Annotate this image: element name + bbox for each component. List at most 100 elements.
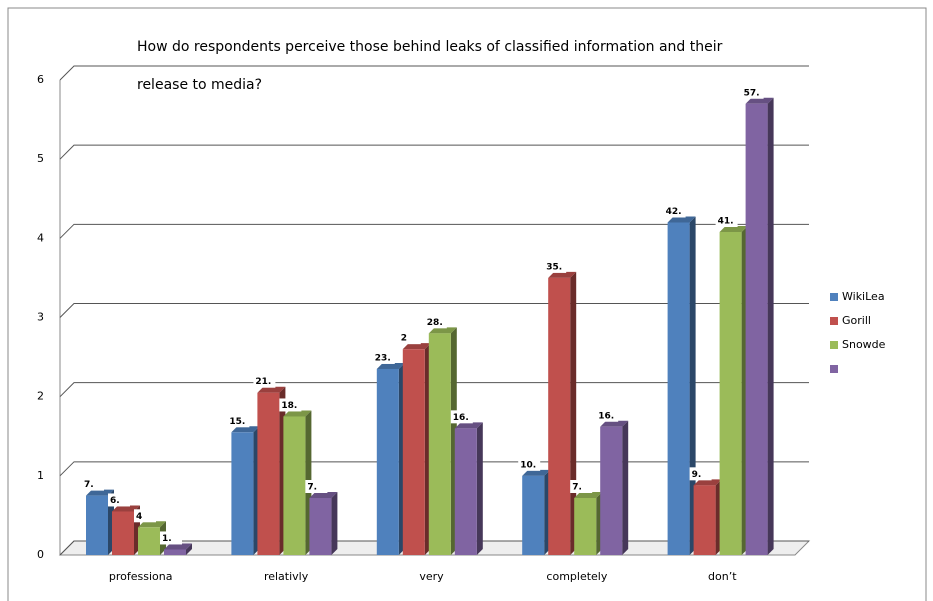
value-label: 4 bbox=[136, 512, 142, 522]
bar-top bbox=[428, 327, 457, 334]
bar bbox=[138, 527, 160, 555]
bar-side bbox=[331, 492, 338, 555]
bar-top bbox=[309, 492, 338, 498]
bar-side bbox=[767, 97, 774, 555]
value-label-bg bbox=[279, 398, 302, 412]
bar-top bbox=[138, 521, 166, 528]
x-tick-label: don’t bbox=[708, 570, 737, 583]
bar-top bbox=[745, 97, 774, 104]
legend-swatch bbox=[830, 317, 838, 325]
value-label: 18. bbox=[281, 401, 297, 411]
value-label: 9. bbox=[692, 470, 702, 480]
value-label-bg bbox=[108, 493, 130, 507]
bar-top bbox=[112, 505, 140, 512]
bar bbox=[745, 103, 768, 555]
value-label: 15. bbox=[229, 417, 245, 427]
bar bbox=[376, 368, 399, 555]
legend-label: WikiLea bbox=[842, 290, 885, 303]
bar-top bbox=[257, 386, 286, 393]
value-label: 35. bbox=[546, 262, 562, 272]
bar-top bbox=[600, 420, 629, 427]
bar-top bbox=[574, 492, 603, 498]
bar bbox=[112, 511, 134, 555]
value-label: 7. bbox=[84, 480, 94, 490]
bar-top bbox=[376, 362, 405, 369]
legend-swatch bbox=[830, 293, 838, 301]
value-label-bg bbox=[82, 477, 104, 491]
legend-swatch bbox=[830, 341, 838, 349]
bar-side bbox=[476, 422, 483, 555]
value-label: 7. bbox=[307, 483, 317, 493]
bar-top bbox=[693, 479, 722, 486]
value-label-bg bbox=[160, 531, 182, 545]
bar-top bbox=[164, 543, 192, 550]
value-label: 41. bbox=[718, 217, 734, 227]
bar-top bbox=[548, 271, 577, 278]
legend-label: Gorill bbox=[842, 314, 871, 327]
bar bbox=[693, 485, 716, 555]
value-label: 28. bbox=[427, 318, 443, 328]
bar bbox=[667, 222, 690, 555]
bar bbox=[402, 349, 425, 555]
chart-title: How do respondents perceive those behind… bbox=[137, 39, 723, 55]
bar bbox=[283, 416, 306, 555]
value-label-bg bbox=[544, 259, 567, 273]
bar-top bbox=[231, 426, 260, 433]
value-label-bg bbox=[450, 410, 473, 424]
bar bbox=[600, 426, 623, 555]
value-label-bg bbox=[741, 85, 764, 99]
value-label: 10. bbox=[520, 460, 536, 470]
y-tick-label: 3 bbox=[37, 311, 44, 324]
x-tick-label: completely bbox=[546, 570, 607, 583]
value-label-bg bbox=[227, 414, 250, 428]
value-label-bg bbox=[372, 350, 395, 364]
y-tick-label: 6 bbox=[37, 73, 44, 86]
legend-swatch bbox=[830, 365, 838, 373]
value-label-bg bbox=[596, 408, 619, 422]
value-label: 57. bbox=[744, 88, 760, 98]
x-tick-label: very bbox=[419, 570, 444, 583]
bar-top bbox=[719, 226, 748, 232]
grid-line bbox=[59, 144, 809, 160]
y-tick-label: 5 bbox=[37, 152, 44, 165]
value-label-bg bbox=[689, 467, 712, 481]
value-label: 16. bbox=[598, 411, 614, 421]
value-label-bg bbox=[398, 331, 421, 345]
bar bbox=[719, 232, 742, 555]
bar bbox=[164, 549, 186, 555]
value-label-bg bbox=[518, 457, 541, 471]
bar bbox=[454, 428, 477, 555]
value-label: 1. bbox=[162, 534, 172, 544]
bar-top bbox=[402, 343, 431, 350]
y-tick-label: 2 bbox=[37, 390, 44, 403]
value-label: 7. bbox=[572, 483, 582, 493]
value-label-bg bbox=[715, 214, 738, 227]
value-label: 21. bbox=[255, 377, 271, 387]
bar-top bbox=[454, 422, 483, 429]
y-tick-label: 1 bbox=[37, 469, 44, 482]
bar bbox=[231, 432, 254, 555]
bar-side bbox=[622, 420, 629, 555]
value-label: 2 bbox=[401, 334, 407, 344]
value-label-bg bbox=[305, 480, 328, 493]
value-label: 6. bbox=[110, 496, 120, 506]
bar bbox=[86, 495, 108, 555]
bar-top bbox=[283, 410, 312, 417]
bar-side bbox=[186, 543, 192, 555]
y-tick-label: 4 bbox=[37, 231, 44, 244]
value-label-bg bbox=[570, 480, 593, 493]
bar bbox=[428, 333, 451, 555]
value-label: 16. bbox=[453, 413, 469, 423]
value-label: 42. bbox=[666, 207, 682, 217]
value-label-bg bbox=[663, 204, 686, 218]
y-tick-label: 0 bbox=[37, 548, 44, 561]
bar bbox=[309, 498, 332, 555]
x-tick-label: professiona bbox=[109, 570, 173, 583]
bar bbox=[522, 475, 545, 555]
grid-line bbox=[59, 223, 809, 239]
bar-top bbox=[667, 216, 696, 223]
grid-line bbox=[59, 65, 809, 81]
legend-label: Snowde bbox=[842, 338, 886, 351]
bar bbox=[548, 277, 571, 555]
